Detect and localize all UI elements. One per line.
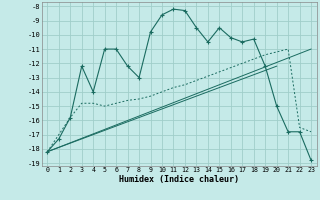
X-axis label: Humidex (Indice chaleur): Humidex (Indice chaleur)	[119, 175, 239, 184]
